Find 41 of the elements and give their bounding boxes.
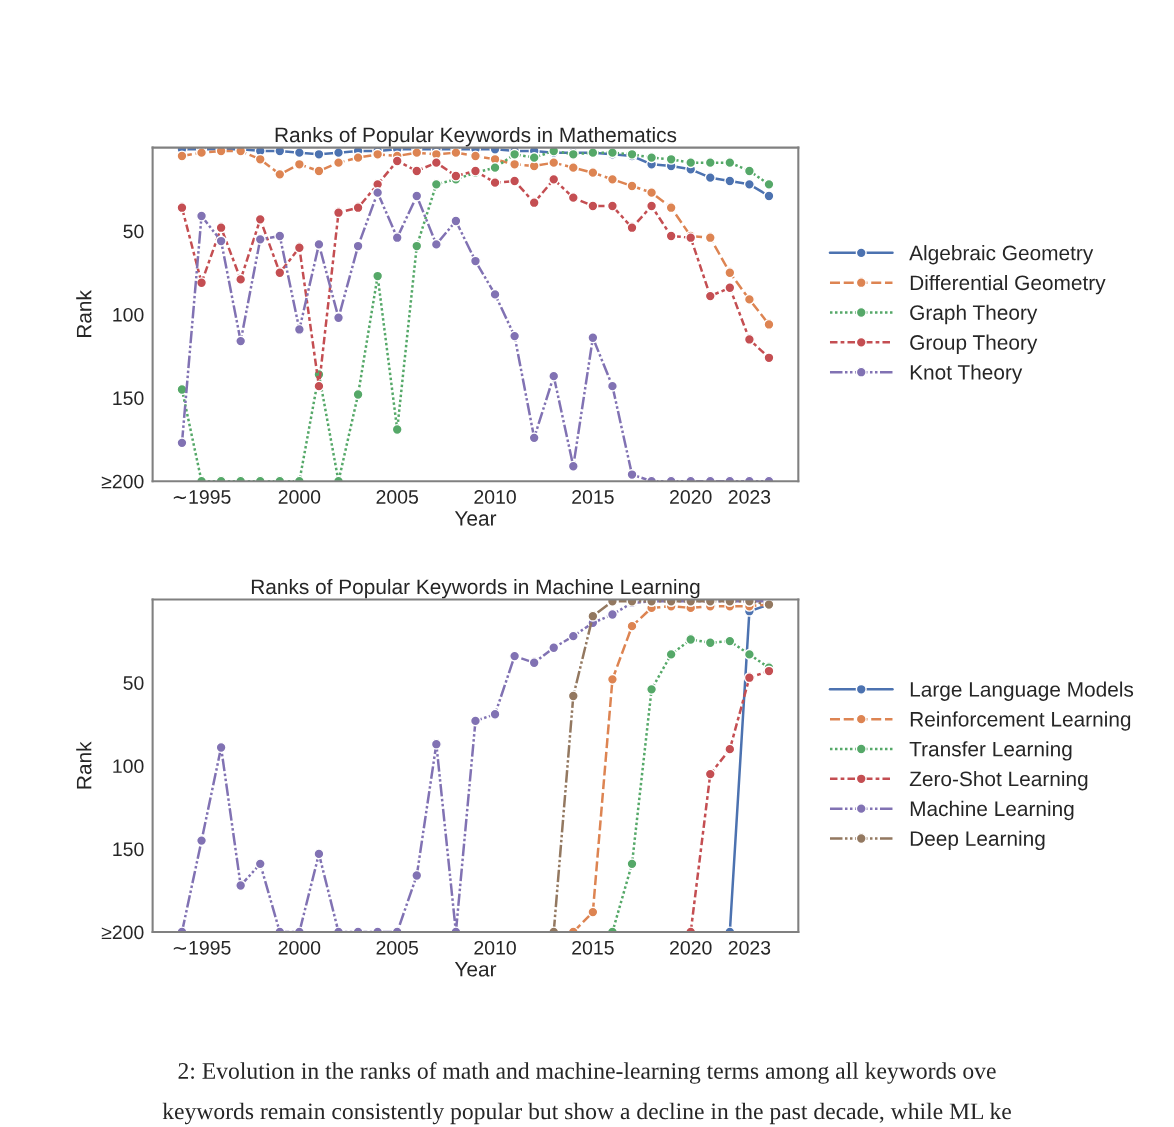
x-axis-title: Year [454,962,497,977]
y-tick-label: 50 [123,224,144,239]
x-tick-label: 2023 [728,940,771,955]
y-axis-title: Rank [76,741,92,789]
x-tick-label: ∼1995 [173,940,231,955]
x-tick-label: 2005 [376,940,419,955]
y-tick-label: ≥200 [101,474,144,489]
x-tick-label: 2020 [670,490,712,504]
legend-label: Knot Theory [910,364,1023,384]
text: keywords remain consistently popular but show a decline in the past decade, while ML ke [162,1102,1011,1125]
x-tick-label: 2020 [670,940,712,955]
legend-label: Graph Theory [910,304,1038,325]
x-tick-label: ∼1995 [173,490,231,504]
legend-label: Machine Learning [910,800,1074,821]
x-tick-label: 2015 [572,940,614,955]
y-tick-label: ≥200 [101,925,144,940]
x-tick-label: 2010 [474,490,516,504]
x-tick-label: 2010 [474,940,516,955]
x-tick-label: 2023 [728,490,771,504]
y-tick-label: 150 [113,842,144,857]
chart-title: Ranks of Popular Keywords in Machine Learning [251,578,700,599]
x-axis-title: Year [454,511,497,526]
legend-label: Deep Learning [910,830,1045,851]
legend-label: Transfer Learning [909,741,1072,761]
x-tick-label: 2015 [572,490,614,504]
x-tick-label: 2000 [278,490,321,504]
legend-label: Reinforcement Learning [910,711,1131,731]
y-tick-label: 100 [113,307,144,322]
x-tick-label: 2000 [278,940,321,955]
y-tick-label: 150 [113,391,144,406]
y-tick-label: 100 [113,759,144,774]
legend-label: Differential Geometry [910,274,1106,295]
x-tick-label: 2005 [376,490,419,504]
y-tick-label: 50 [123,676,144,690]
y-axis-title: Rank [76,290,92,338]
text: 2: Evolution in the ranks of math and machine-learning terms among all keywords ove [178,1062,996,1084]
legend-label: Zero-Shot Learning [909,771,1088,791]
legend-label: Algebraic Geometry [909,245,1094,265]
legend-label: Large Language Models [910,681,1134,701]
legend-label: Group Theory [910,334,1038,354]
chart-title: Ranks of Popular Keywords in Mathematics [275,126,677,147]
